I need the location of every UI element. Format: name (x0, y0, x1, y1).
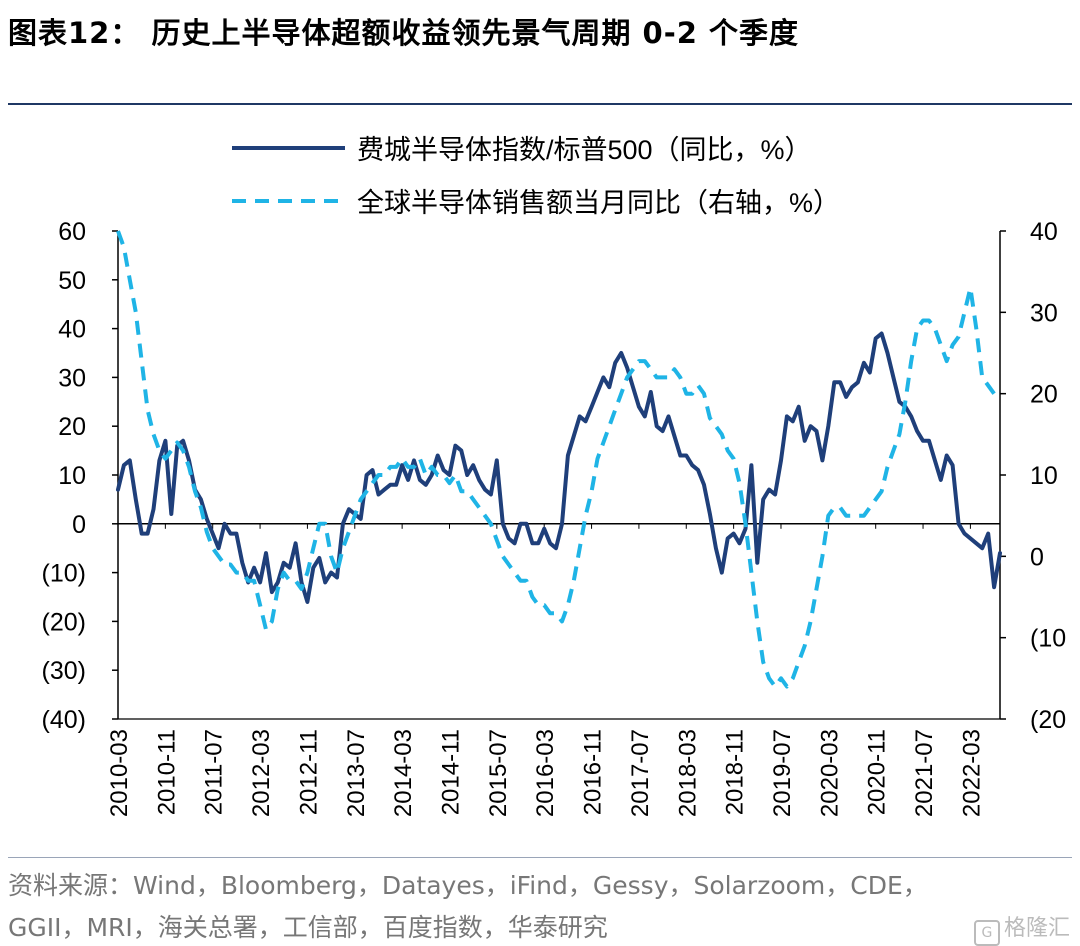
x-tick-label: 2015-07 (485, 729, 512, 817)
y-left-tick-label: 60 (58, 218, 86, 246)
source-note-line-2: GGII，MRI，海关总署，工信部，百度指数，华泰研究 (8, 913, 608, 942)
x-tick-label: 2014-11 (437, 729, 464, 815)
y-left-tick-label: (30) (42, 657, 86, 685)
source-rule (8, 857, 1072, 858)
y-right-tick-label: 0 (1030, 543, 1044, 571)
y-left-tick-label: 30 (58, 364, 86, 392)
x-tick-label: 2014-03 (390, 729, 417, 817)
x-tick-label: 2016-11 (580, 729, 607, 815)
watermark-logo-icon: G (973, 920, 1000, 946)
series-line-2 (116, 230, 996, 689)
x-tick-label: 2022-03 (958, 729, 985, 817)
x-tick-label: 2017-07 (627, 729, 654, 817)
legend: 费城半导体指数/标普500（同比，%） 全球半导体销售额当月同比（右轴，%） (232, 135, 840, 218)
plot-area (116, 230, 1002, 689)
x-tick-label: 2013-07 (343, 729, 370, 817)
x-tick-label: 2011-07 (201, 729, 228, 815)
y-left-tick-label: 20 (58, 413, 86, 441)
y-right-tick-label: (10 (1030, 625, 1066, 653)
y-left-tick-label: 0 (72, 511, 86, 539)
y-left-tick-label: (10) (42, 560, 86, 588)
x-tick-label: 2018-03 (674, 729, 701, 817)
x-tick-label: 2016-03 (532, 729, 559, 817)
x-tick-label: 2010-11 (153, 729, 180, 815)
x-tick-label: 2019-07 (769, 729, 796, 817)
legend-label-series-2: 全球半导体销售额当月同比（右轴，%） (357, 188, 840, 218)
series-line-1 (116, 331, 1002, 604)
y-right-tick-label: 10 (1030, 462, 1058, 490)
y-right-tick-label: 20 (1030, 381, 1058, 409)
source-note-line-1: 资料来源：Wind，Bloomberg，Datayes，iFind，Gessy，… (8, 871, 928, 900)
x-tick-label: 2020-11 (864, 729, 891, 815)
x-tick-label: 2018-11 (722, 729, 749, 815)
y-left-tick-label: 10 (58, 462, 86, 490)
x-tick-label: 2012-11 (295, 729, 322, 815)
figure-title: 图表12： 历史上半导体超额收益领先景气周期 0-2 个季度 (8, 16, 800, 50)
x-tick-label: 2012-03 (248, 729, 275, 817)
y-right-tick-label: 30 (1030, 299, 1058, 327)
x-tick-label: 2010-03 (106, 729, 133, 817)
y-left-tick-label: 40 (58, 316, 86, 344)
legend-label-series-1: 费城半导体指数/标普500（同比，%） (357, 135, 812, 165)
watermark: G 格隆汇 (973, 910, 1070, 946)
y-right-tick-label: (20 (1030, 706, 1066, 734)
axes: (40) (30) (20) (10) 0 10 20 30 40 50 60 (20 (10 0 10 20… (42, 218, 1067, 817)
watermark-text: 格隆汇 (1003, 916, 1070, 941)
y-left-tick-label: 50 (58, 267, 86, 295)
y-left-tick-label: (20) (42, 608, 86, 636)
x-tick-label: 2020-03 (816, 729, 843, 817)
chart: 费城半导体指数/标普500（同比，%） 全球半导体销售额当月同比（右轴，%） (… (42, 135, 1067, 817)
title-rule (8, 103, 1072, 105)
y-left-tick-label: (40) (42, 706, 86, 734)
y-right-tick-label: 40 (1030, 218, 1058, 246)
x-tick-label: 2021-07 (911, 729, 938, 817)
